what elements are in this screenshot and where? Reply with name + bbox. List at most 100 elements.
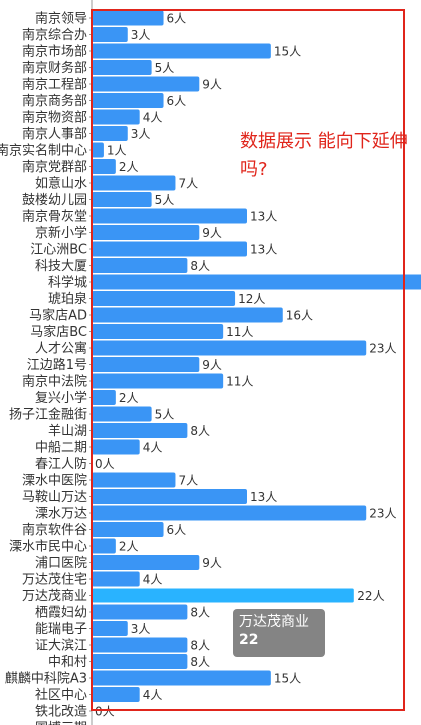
annotation-text: 数据展示 能向下延伸吗? — [240, 131, 408, 180]
value-label: 22人 — [357, 589, 384, 603]
category-label: 琥珀泉 — [48, 291, 87, 307]
bar-中船二期[interactable] — [92, 439, 140, 455]
bar-扬子江金融街[interactable] — [92, 406, 152, 422]
value-label: 13人 — [250, 243, 277, 257]
value-label: 12人 — [238, 292, 265, 306]
value-label: 2人 — [119, 160, 139, 174]
bar-南京软件谷[interactable] — [92, 522, 164, 537]
value-label: 9人 — [202, 358, 222, 372]
category-label: 麒麟中科院A3 — [5, 671, 87, 687]
value-label: 8人 — [190, 655, 210, 669]
bar-南京骨灰堂[interactable] — [92, 208, 247, 224]
value-labels-layer: 6人3人15人5人9人6人4人3人1人2人7人5人13人9人13人8人212人1… — [95, 12, 397, 719]
bar-京新小学[interactable] — [92, 225, 200, 240]
value-label: 7人 — [178, 177, 198, 191]
value-label: 15人 — [274, 672, 301, 686]
value-label: 9人 — [202, 556, 222, 570]
category-label: 京新小学 — [35, 225, 87, 241]
bar-科学城[interactable] — [92, 274, 421, 290]
bar-溧水万达[interactable] — [92, 505, 367, 521]
category-label: 南京骨灰堂 — [22, 209, 87, 225]
category-label: 万达茂住宅 — [22, 573, 87, 588]
bar-溧水中医院[interactable] — [92, 472, 176, 488]
category-label: 江心洲BC — [30, 243, 87, 258]
category-label: 铁北改造 — [35, 705, 87, 720]
bar-南京工程部[interactable] — [92, 76, 200, 92]
bar-南京综合办[interactable] — [92, 27, 128, 42]
category-label: 能瑞电子 — [35, 622, 87, 637]
category-label: 南京人事部 — [22, 126, 87, 142]
category-label: 南京商务部 — [22, 93, 87, 109]
bar-马家店BC[interactable] — [92, 324, 224, 339]
category-label: 南京实名制中心 — [0, 143, 87, 159]
bar-羊山湖[interactable] — [92, 423, 188, 438]
bar-浦口医院[interactable] — [92, 555, 200, 570]
bar-复兴小学[interactable] — [92, 390, 116, 405]
category-label: 万达茂商业 — [22, 589, 87, 604]
category-label: 羊山湖 — [48, 423, 87, 439]
value-label: 11人 — [226, 375, 253, 389]
category-label: 科技大厦 — [35, 259, 87, 274]
value-label: 4人 — [143, 688, 163, 702]
value-label: 6人 — [167, 523, 187, 537]
value-label: 8人 — [190, 424, 210, 438]
bar-江边路1号[interactable] — [92, 357, 200, 372]
value-label: 5人 — [155, 408, 175, 422]
tooltip-value: 22 — [239, 632, 259, 648]
category-label: 鼓楼幼儿园 — [22, 193, 87, 208]
bar-南京人事部[interactable] — [92, 126, 128, 141]
value-label: 5人 — [155, 193, 175, 207]
bar-琥珀泉[interactable] — [92, 291, 236, 306]
bar-溧水市民中心[interactable] — [92, 538, 116, 554]
category-label: 浦口医院 — [35, 556, 87, 571]
value-label: 8人 — [190, 639, 210, 653]
bar-马鞍山万达[interactable] — [92, 489, 247, 504]
bar-万达茂商业[interactable] — [91, 587, 355, 604]
category-label: 南京市场部 — [22, 44, 87, 60]
value-label: 13人 — [250, 210, 277, 224]
category-label: 证大滨江 — [35, 638, 87, 654]
category-label: 如意山水 — [35, 176, 87, 192]
value-label: 3人 — [131, 28, 151, 42]
value-label: 2人 — [119, 391, 139, 405]
bar-南京物资部[interactable] — [92, 109, 140, 125]
bar-如意山水[interactable] — [92, 175, 176, 191]
value-label: 0人 — [95, 457, 115, 471]
bar-中和村[interactable] — [92, 654, 188, 669]
bar-万达茂住宅[interactable] — [92, 571, 140, 587]
bar-南京实名制中心[interactable] — [92, 142, 104, 158]
bar-栖霞妇幼[interactable] — [92, 604, 188, 620]
bar-南京党群部[interactable] — [92, 159, 116, 174]
value-label: 0人 — [95, 705, 115, 719]
bar-鼓楼幼儿园[interactable] — [92, 192, 152, 207]
bar-人才公寓[interactable] — [92, 340, 367, 356]
bar-南京市场部[interactable] — [92, 43, 271, 59]
category-label: 南京软件谷 — [22, 522, 87, 538]
tooltip-name: 万达茂商业 — [239, 614, 309, 630]
category-label: 社区中心 — [35, 687, 87, 703]
bar-能瑞电子[interactable] — [92, 621, 128, 636]
value-label: 6人 — [167, 12, 187, 26]
value-label: 2人 — [119, 540, 139, 554]
bar-南京中法院[interactable] — [92, 373, 224, 389]
value-label: 11人 — [226, 325, 253, 339]
bar-社区中心[interactable] — [92, 687, 140, 702]
category-label: 复兴小学 — [35, 390, 87, 406]
bar-科技大厦[interactable] — [92, 258, 188, 273]
category-label: 国博三期 — [35, 721, 87, 725]
bar-南京财务部[interactable] — [92, 60, 152, 75]
category-label: 科学城 — [48, 275, 87, 291]
category-label: 马鞍山万达 — [22, 489, 87, 505]
bar-证大滨江[interactable] — [92, 637, 188, 653]
value-label: 4人 — [143, 111, 163, 125]
bar-马家店AD[interactable] — [92, 307, 283, 323]
bar-麒麟中科院A3[interactable] — [92, 670, 271, 686]
value-label: 6人 — [167, 94, 187, 108]
bar-南京领导[interactable] — [92, 10, 164, 26]
category-label: 南京财务部 — [22, 60, 87, 76]
category-label: 江边路1号 — [27, 357, 87, 373]
bar-南京商务部[interactable] — [92, 93, 164, 108]
bar-江心洲BC[interactable] — [92, 241, 247, 257]
category-label: 南京中法院 — [22, 374, 87, 390]
